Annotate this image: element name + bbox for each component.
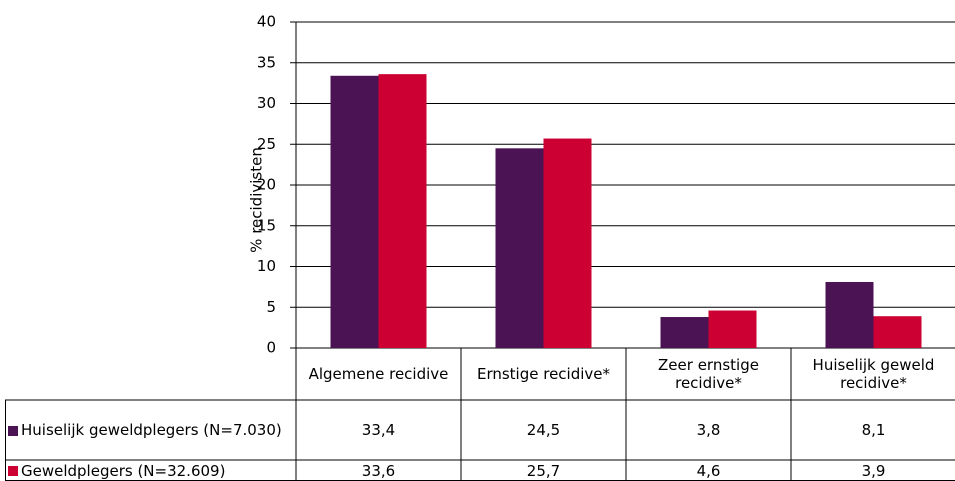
legend-item: Geweldplegers (N=32.609) [8, 462, 225, 480]
legend-entry: Huiselijk geweldplegers (N=7.030) [6, 400, 296, 460]
legend-label: Huiselijk geweldplegers (N=7.030) [21, 421, 282, 439]
bar [495, 148, 544, 348]
table-value: 24,5 [526, 421, 561, 439]
legend-item: Huiselijk geweldplegers (N=7.030) [8, 421, 282, 439]
legend-swatch [8, 466, 18, 476]
y-tick-label: 0 [266, 339, 276, 357]
bar [330, 75, 379, 348]
y-axis-label: % recidivisten [248, 147, 266, 253]
bar [708, 310, 757, 348]
x-tick-label: Zeer ernstige recidive* [658, 356, 759, 392]
x-tick-label: Algemene recidive [308, 365, 449, 383]
y-tick-label: 5 [266, 298, 276, 316]
table-value: 8,1 [861, 421, 886, 439]
table-value: 33,6 [361, 461, 396, 480]
bar [378, 74, 427, 348]
legend-label: Geweldplegers (N=32.609) [21, 461, 226, 480]
table-value: 25,7 [526, 461, 561, 480]
legend-swatch [8, 425, 18, 436]
bar [660, 317, 709, 348]
y-tick-label: 40 [257, 13, 276, 31]
bar [873, 316, 922, 348]
bar [543, 138, 592, 348]
legend-entry: Geweldplegers (N=32.609) [6, 460, 296, 481]
x-tick-label: Ernstige recidive* [476, 365, 611, 383]
table-value: 4,6 [696, 461, 721, 480]
y-tick-label: 20 [257, 176, 276, 194]
y-tick-label: 25 [257, 135, 276, 153]
y-tick-label: 30 [257, 94, 276, 112]
table-value: 33,4 [361, 421, 396, 439]
table-value: 3,9 [861, 461, 886, 480]
table-value: 3,8 [696, 421, 721, 439]
y-tick-label: 35 [257, 53, 276, 71]
y-tick-label: 10 [257, 257, 276, 275]
bar [825, 281, 874, 348]
y-tick-label: 15 [257, 216, 276, 234]
x-tick-label: Huiselijk geweld recidive* [812, 356, 935, 392]
